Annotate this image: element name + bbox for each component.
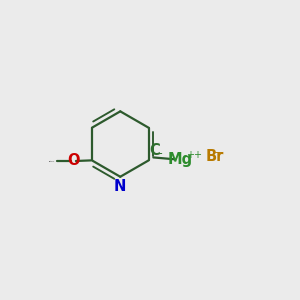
Text: N: N <box>114 179 127 194</box>
Text: methoxy: methoxy <box>49 160 55 162</box>
Text: Br: Br <box>206 149 224 164</box>
Text: −: − <box>154 149 163 159</box>
Text: Mg: Mg <box>167 152 192 167</box>
Text: ++: ++ <box>186 150 202 160</box>
Text: O: O <box>67 154 80 169</box>
Text: −: − <box>214 148 224 158</box>
Text: C: C <box>149 143 160 158</box>
